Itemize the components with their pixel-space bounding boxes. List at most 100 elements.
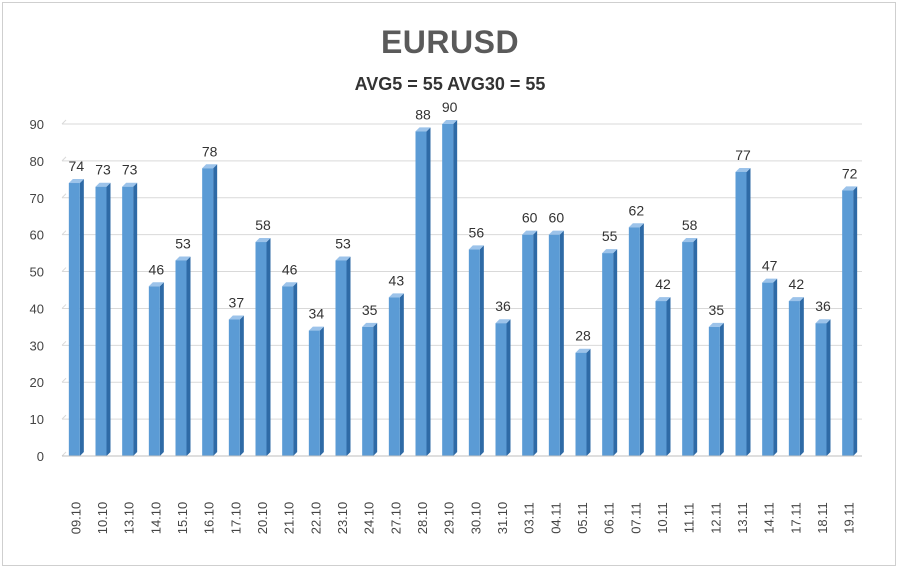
bar-top bbox=[442, 120, 458, 124]
bar-top bbox=[708, 322, 724, 327]
bar-front bbox=[735, 171, 747, 456]
bar-05.11 bbox=[575, 348, 591, 456]
data-label: 46 bbox=[282, 261, 298, 277]
x-tick-label: 06.11 bbox=[602, 502, 617, 534]
data-label: 34 bbox=[309, 306, 325, 322]
x-tick-label: 10.10 bbox=[95, 502, 110, 535]
gridline-depth-10 bbox=[61, 414, 67, 420]
x-tick-label: 13.11 bbox=[735, 502, 750, 534]
x-tick-label: 04.11 bbox=[548, 502, 563, 534]
data-label: 35 bbox=[709, 302, 725, 318]
bar-top bbox=[68, 179, 84, 184]
bar-side bbox=[799, 297, 804, 456]
bar-top bbox=[175, 256, 191, 261]
bar-17.11 bbox=[788, 297, 804, 456]
bar-front bbox=[415, 131, 427, 456]
chart-subtitle: AVG5 = 55 AVG30 = 55 bbox=[354, 74, 546, 94]
data-label: 43 bbox=[389, 272, 405, 288]
bar-side bbox=[826, 319, 831, 456]
bar-19.11 bbox=[842, 186, 858, 456]
bar-27.10 bbox=[388, 293, 404, 456]
bar-side bbox=[266, 238, 271, 456]
y-tick-label: 0 bbox=[37, 449, 44, 464]
bar-10.10 bbox=[95, 182, 111, 456]
y-tick-label: 30 bbox=[30, 338, 44, 353]
bar-side bbox=[426, 127, 431, 456]
bar-top bbox=[388, 293, 404, 298]
bar-14.10 bbox=[148, 282, 164, 456]
bar-front bbox=[548, 234, 560, 456]
bar-top bbox=[202, 164, 218, 169]
data-label: 73 bbox=[95, 162, 111, 178]
bar-side bbox=[719, 322, 724, 456]
gridline-depth-20 bbox=[61, 377, 67, 383]
data-label: 56 bbox=[469, 224, 485, 240]
bar-14.11 bbox=[762, 278, 778, 456]
bar-06.11 bbox=[602, 249, 618, 456]
bar-side bbox=[506, 319, 511, 456]
bar-side bbox=[533, 230, 538, 456]
y-tick-label: 80 bbox=[30, 154, 44, 169]
bar-top bbox=[495, 319, 511, 324]
bar-front bbox=[228, 319, 240, 456]
data-label: 36 bbox=[495, 298, 511, 314]
bar-side bbox=[586, 348, 591, 456]
bar-top bbox=[335, 256, 351, 261]
bar-front bbox=[708, 326, 720, 456]
bar-side bbox=[79, 179, 84, 456]
bar-front bbox=[495, 323, 507, 456]
x-tick-label: 05.11 bbox=[575, 502, 590, 534]
bar-07.11 bbox=[628, 223, 644, 456]
data-label: 46 bbox=[149, 261, 165, 277]
bar-top bbox=[415, 127, 431, 132]
x-tick-label: 14.11 bbox=[762, 502, 777, 534]
bar-top bbox=[362, 322, 378, 327]
x-axis: 09.10 10.10 13.10 14.10 15.10 16.10 17.10 20.10… bbox=[62, 455, 862, 535]
gridline-depth-30 bbox=[61, 340, 67, 346]
data-label: 35 bbox=[362, 302, 378, 318]
bar-front bbox=[522, 234, 534, 456]
gridline-depth-70 bbox=[61, 193, 67, 199]
bar-side bbox=[319, 326, 324, 456]
bar-top bbox=[548, 230, 564, 235]
bar-side bbox=[239, 315, 244, 456]
x-tick-label: 19.11 bbox=[842, 502, 857, 534]
bar-side bbox=[559, 230, 564, 456]
data-label: 53 bbox=[175, 235, 191, 251]
bar-top bbox=[228, 315, 244, 320]
bar-side bbox=[746, 167, 751, 456]
bar-20.10 bbox=[255, 238, 271, 456]
x-tick-label: 27.10 bbox=[388, 502, 403, 535]
bar-top bbox=[815, 319, 831, 324]
bar-28.10 bbox=[415, 127, 431, 456]
bar-front bbox=[815, 323, 827, 456]
x-tick-label: 29.10 bbox=[442, 502, 457, 535]
x-tick-label: 30.10 bbox=[468, 502, 483, 535]
bar-front bbox=[442, 124, 454, 456]
bar-front bbox=[175, 260, 187, 456]
data-label: 77 bbox=[735, 147, 751, 163]
bar-29.10 bbox=[442, 120, 458, 456]
bar-side bbox=[399, 293, 404, 456]
data-label: 36 bbox=[815, 298, 831, 314]
bar-front bbox=[95, 186, 107, 456]
bar-front bbox=[788, 301, 800, 456]
bar-side bbox=[186, 256, 191, 456]
data-label: 47 bbox=[762, 258, 778, 274]
x-tick-label: 09.10 bbox=[68, 502, 83, 535]
bar-front bbox=[282, 286, 294, 456]
bar-front bbox=[655, 301, 667, 456]
bar-top bbox=[282, 282, 298, 287]
gridline-depth-90 bbox=[61, 119, 67, 125]
bar-10.11 bbox=[655, 297, 671, 456]
bar-side bbox=[479, 245, 484, 456]
x-tick-label: 10.11 bbox=[655, 502, 670, 534]
bar-24.10 bbox=[362, 322, 378, 456]
x-tick-label: 14.10 bbox=[148, 502, 163, 535]
bar-side bbox=[106, 182, 111, 456]
bar-top bbox=[468, 245, 484, 250]
data-label: 90 bbox=[442, 99, 458, 115]
chart-title: EURUSD bbox=[380, 24, 520, 60]
x-tick-label: 11.11 bbox=[682, 503, 697, 534]
bar-22.10 bbox=[308, 326, 324, 456]
